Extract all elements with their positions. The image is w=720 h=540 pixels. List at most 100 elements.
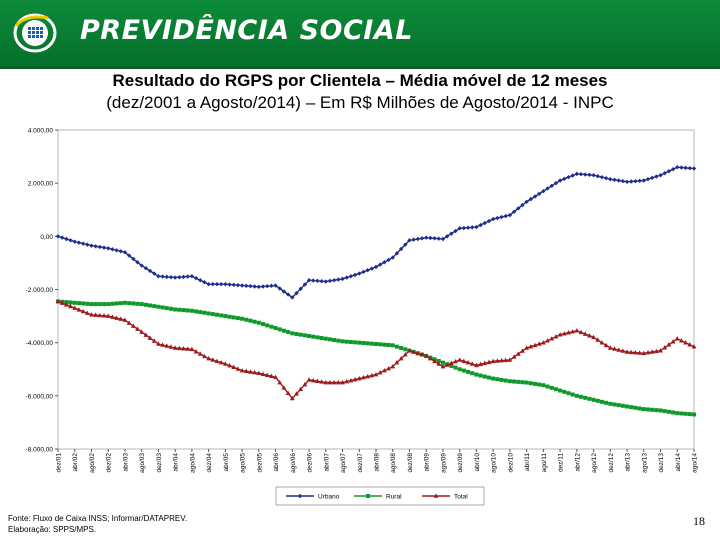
y-tick-label: -4.000,00: [26, 340, 54, 347]
point-rural: [382, 342, 387, 347]
point-rural: [549, 385, 554, 390]
point-urbano: [612, 177, 617, 183]
series-line-urbano: [57, 166, 695, 299]
point-rural: [85, 301, 90, 306]
point-urbano: [603, 175, 609, 181]
point-total: [80, 308, 86, 314]
x-tick-label: ago/12: [591, 453, 598, 473]
point-urbano: [156, 274, 161, 279]
point-total: [235, 366, 241, 371]
legend-label-total: Total: [454, 494, 468, 501]
point-total: [612, 346, 617, 351]
point-rural: [160, 305, 165, 310]
x-tick-label: abr/13: [625, 453, 632, 472]
point-urbano: [55, 234, 61, 239]
point-rural: [315, 335, 320, 340]
x-tick-label: ago/04: [189, 453, 196, 473]
point-urbano: [223, 281, 228, 287]
y-tick-label: -6.000,00: [26, 393, 54, 400]
point-urbano: [193, 276, 199, 281]
point-total: [398, 356, 404, 361]
point-urbano: [599, 174, 605, 180]
point-urbano: [490, 216, 496, 222]
point-rural: [206, 311, 211, 316]
point-urbano: [168, 275, 174, 280]
point-total: [691, 344, 697, 349]
point-total: [474, 362, 479, 368]
point-total: [407, 348, 412, 353]
point-rural: [495, 377, 500, 382]
point-urbano: [440, 236, 446, 242]
point-total: [511, 354, 517, 359]
x-tick-label: ago/14: [692, 453, 699, 473]
point-total: [411, 349, 417, 354]
point-rural: [374, 341, 378, 346]
point-total: [63, 302, 69, 307]
point-rural: [620, 403, 625, 408]
point-rural: [64, 300, 69, 305]
point-urbano: [532, 194, 538, 199]
point-rural: [68, 300, 73, 305]
point-urbano: [210, 281, 216, 287]
point-rural: [164, 306, 169, 311]
point-rural: [265, 323, 270, 328]
point-total: [662, 345, 668, 350]
x-tick-label: dez/12: [608, 453, 615, 473]
point-total: [478, 361, 484, 367]
point-total: [628, 349, 634, 355]
point-total: [486, 359, 492, 365]
point-rural: [453, 365, 458, 370]
y-tick-label: 4.000,00: [28, 128, 54, 135]
point-total: [206, 356, 212, 361]
point-rural: [637, 406, 642, 411]
point-urbano: [68, 238, 73, 243]
point-urbano: [444, 234, 450, 239]
point-urbano: [645, 176, 651, 182]
legend-label-urbano: Urbano: [318, 494, 340, 501]
point-urbano: [135, 260, 140, 265]
point-total: [273, 374, 278, 380]
point-urbano: [390, 255, 395, 260]
point-urbano: [486, 218, 492, 224]
header-banner: [0, 0, 720, 66]
point-rural: [135, 301, 140, 306]
point-urbano: [495, 215, 500, 221]
point-total: [433, 493, 439, 498]
point-urbano: [214, 281, 220, 287]
point-urbano: [578, 171, 584, 177]
point-urbano: [587, 172, 592, 178]
point-total: [503, 357, 509, 363]
point-urbano: [616, 178, 621, 183]
point-urbano: [424, 235, 429, 240]
point-total: [122, 317, 128, 322]
point-urbano: [80, 241, 86, 246]
point-total: [256, 370, 262, 376]
point-rural: [198, 310, 203, 315]
point-rural: [148, 303, 153, 308]
point-urbano: [499, 214, 504, 220]
point-urbano: [377, 262, 383, 267]
x-tick-label: abr/02: [72, 453, 79, 472]
x-tick-label: dez/01: [56, 453, 63, 473]
point-rural: [286, 330, 291, 335]
point-total: [176, 345, 182, 351]
point-total: [68, 303, 73, 309]
point-urbano: [152, 271, 157, 276]
x-tick-label: abr/05: [223, 453, 230, 472]
point-rural: [662, 409, 667, 414]
point-urbano: [177, 275, 182, 280]
point-total: [641, 350, 647, 356]
y-tick-label: -8.000,00: [26, 447, 54, 454]
x-tick-label: abr/08: [374, 453, 381, 472]
point-rural: [683, 411, 688, 416]
x-tick-label: dez/10: [507, 453, 514, 473]
point-rural: [512, 379, 517, 384]
point-urbano: [101, 245, 107, 250]
point-urbano: [507, 212, 513, 218]
footer-notes: Fonte: Fluxo de Caixa INSS; Informar/DAT…: [8, 513, 187, 535]
point-rural: [327, 337, 332, 342]
point-total: [93, 312, 99, 317]
point-rural: [332, 338, 337, 343]
point-urbano: [574, 171, 580, 177]
point-urbano: [64, 236, 69, 242]
